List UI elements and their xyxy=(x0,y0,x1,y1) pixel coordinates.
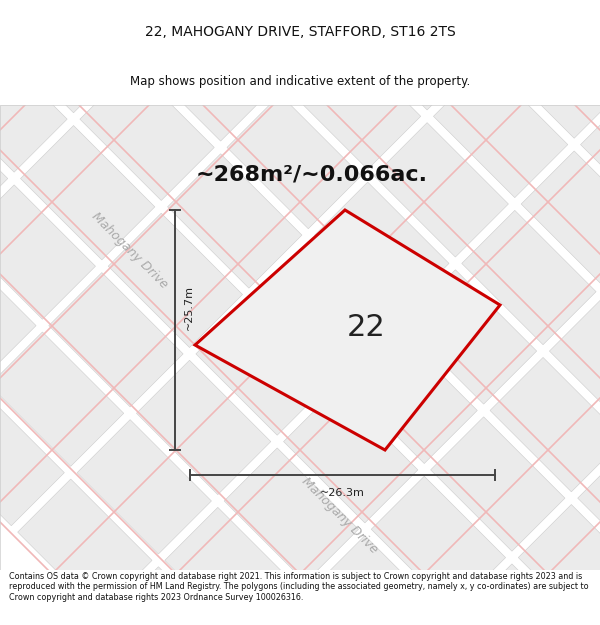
Polygon shape xyxy=(550,298,600,432)
Polygon shape xyxy=(346,0,480,110)
Polygon shape xyxy=(227,94,361,229)
Polygon shape xyxy=(167,154,302,288)
Polygon shape xyxy=(0,0,127,112)
Text: Mahogany Drive: Mahogany Drive xyxy=(299,474,380,556)
Polygon shape xyxy=(196,301,330,435)
Polygon shape xyxy=(459,564,593,625)
Polygon shape xyxy=(405,0,539,51)
Polygon shape xyxy=(80,66,214,201)
Polygon shape xyxy=(0,0,39,25)
Polygon shape xyxy=(521,151,600,285)
Polygon shape xyxy=(52,0,186,53)
Polygon shape xyxy=(255,241,389,376)
Polygon shape xyxy=(312,536,446,625)
Text: ~25.7m: ~25.7m xyxy=(184,285,194,330)
Text: Contains OS data © Crown copyright and database right 2021. This information is : Contains OS data © Crown copyright and d… xyxy=(9,572,589,602)
Polygon shape xyxy=(518,504,600,625)
Polygon shape xyxy=(284,389,418,523)
Polygon shape xyxy=(0,98,8,232)
Polygon shape xyxy=(431,417,565,551)
Polygon shape xyxy=(258,0,392,22)
Polygon shape xyxy=(108,213,242,348)
Polygon shape xyxy=(286,35,421,169)
Polygon shape xyxy=(253,595,387,625)
Polygon shape xyxy=(371,476,506,611)
Polygon shape xyxy=(0,185,95,319)
Polygon shape xyxy=(0,391,64,526)
Text: Map shows position and indicative extent of the property.: Map shows position and indicative extent… xyxy=(130,76,470,88)
Polygon shape xyxy=(462,211,596,345)
Polygon shape xyxy=(165,508,299,625)
Text: 22: 22 xyxy=(347,313,386,342)
Polygon shape xyxy=(314,182,449,316)
Text: Mahogany Drive: Mahogany Drive xyxy=(89,209,170,291)
Polygon shape xyxy=(0,244,36,379)
Polygon shape xyxy=(0,332,124,466)
Polygon shape xyxy=(136,360,271,494)
Polygon shape xyxy=(0,38,67,172)
Polygon shape xyxy=(17,479,152,613)
Polygon shape xyxy=(199,0,333,82)
Polygon shape xyxy=(374,122,508,257)
Polygon shape xyxy=(578,445,600,579)
Polygon shape xyxy=(20,126,155,260)
Polygon shape xyxy=(77,419,211,554)
Polygon shape xyxy=(581,92,600,226)
Text: ~26.3m: ~26.3m xyxy=(320,488,365,498)
Polygon shape xyxy=(49,272,183,407)
Polygon shape xyxy=(195,210,500,450)
Polygon shape xyxy=(490,357,600,492)
Text: 22, MAHOGANY DRIVE, STAFFORD, ST16 2TS: 22, MAHOGANY DRIVE, STAFFORD, ST16 2TS xyxy=(145,24,455,39)
Polygon shape xyxy=(400,623,534,625)
Polygon shape xyxy=(433,63,568,198)
Polygon shape xyxy=(552,0,600,79)
Polygon shape xyxy=(224,448,359,582)
Polygon shape xyxy=(493,4,600,138)
Polygon shape xyxy=(106,567,240,625)
Text: ~268m²/~0.066ac.: ~268m²/~0.066ac. xyxy=(196,165,428,185)
Polygon shape xyxy=(403,270,536,404)
Polygon shape xyxy=(139,7,274,141)
Polygon shape xyxy=(343,329,477,464)
